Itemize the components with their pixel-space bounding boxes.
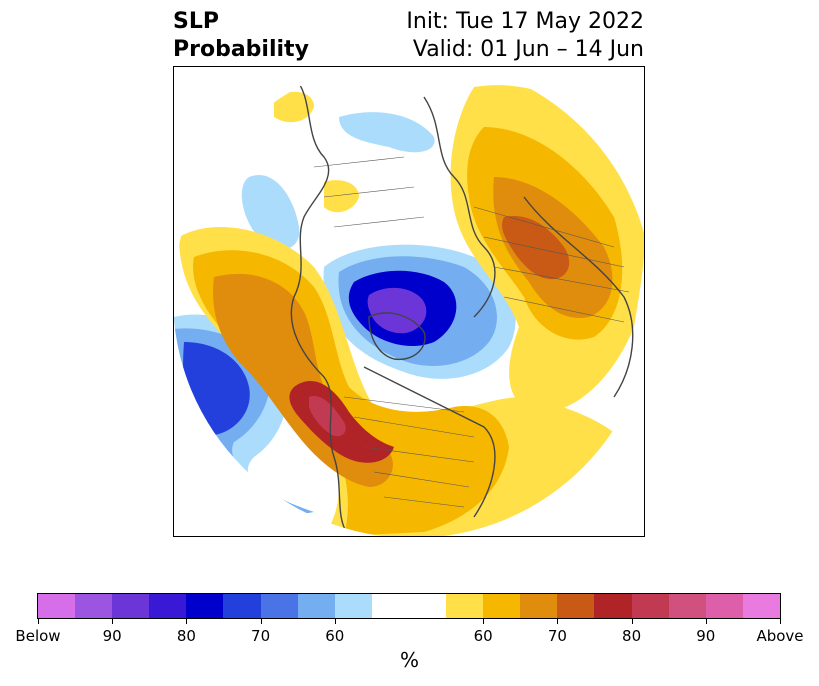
coastline-central xyxy=(423,96,496,318)
probability-map xyxy=(173,66,645,537)
colorbar-tick-label: 70 xyxy=(251,627,271,645)
coastlines xyxy=(290,76,634,536)
chart-dates: Init: Tue 17 May 2022 Valid: 01 Jun – 14… xyxy=(406,8,644,64)
coastline-namerica-east xyxy=(363,366,496,518)
polar-map-svg xyxy=(174,67,644,536)
blue-region-arctic-max xyxy=(367,287,427,334)
colorbar-segment xyxy=(742,594,780,618)
colorbar-tick-mark xyxy=(705,619,707,624)
colorbar-segment xyxy=(260,594,298,618)
valid-period: Valid: 01 Jun – 14 Jun xyxy=(412,37,644,62)
colorbar-tick-mark xyxy=(483,619,485,624)
colorbar-segment xyxy=(594,594,632,618)
probability-shading xyxy=(174,67,644,536)
colorbar-tick-mark xyxy=(260,619,262,624)
title-variable: SLP xyxy=(173,9,219,34)
colorbar-segment xyxy=(446,594,484,618)
colorbar-segment xyxy=(705,594,743,618)
borders xyxy=(313,156,630,508)
colorbar-unit-label: % xyxy=(399,648,419,672)
colorbar-segment xyxy=(223,594,261,618)
colorbar-segment xyxy=(75,594,113,618)
colorbar-segment xyxy=(483,594,521,618)
yellow-region-canada-patch xyxy=(324,180,359,213)
colorbar-tick-mark xyxy=(38,619,39,624)
lightblue-region-north xyxy=(339,112,435,153)
colorbar-tick-label: 60 xyxy=(473,627,493,645)
colorbar xyxy=(37,593,781,619)
colorbar-segment xyxy=(297,594,335,618)
colorbar-tick-mark xyxy=(780,619,781,624)
colorbar-tick-label: 80 xyxy=(622,627,642,645)
colorbar-segment xyxy=(557,594,595,618)
colorbar-tick-label: Below xyxy=(15,627,61,645)
colorbar-segment xyxy=(149,594,187,618)
colorbar-segment xyxy=(631,594,669,618)
colorbar-tick-label: 90 xyxy=(102,627,122,645)
coastline-greenland xyxy=(368,312,426,361)
colorbar-segment xyxy=(371,594,447,618)
colorbar-segment xyxy=(668,594,706,618)
colorbar-tick-label: 80 xyxy=(176,627,196,645)
coastline-west xyxy=(290,76,350,536)
colorbar-tick-mark xyxy=(186,619,188,624)
colorbar-tick-mark xyxy=(112,619,114,624)
colorbar-tick-label: 70 xyxy=(547,627,567,645)
title-product: Probability xyxy=(173,37,309,62)
colorbar-tick-mark xyxy=(631,619,633,624)
colorbar-ticks: Below 90 80 70 60 60 70 80 90 Above xyxy=(0,619,819,649)
colorbar-tick-mark xyxy=(334,619,336,624)
colorbar-segment xyxy=(186,594,224,618)
chart-title: SLP Probability xyxy=(173,8,309,64)
colorbar-segment xyxy=(112,594,150,618)
crimson-region-namerica xyxy=(309,396,346,437)
colorbar-tick-label: Above xyxy=(756,627,804,645)
colorbar-segment xyxy=(520,594,558,618)
colorbar-segment xyxy=(334,594,372,618)
coastline-east xyxy=(523,196,634,398)
init-date: Init: Tue 17 May 2022 xyxy=(406,9,644,34)
colorbar-tick-label: 90 xyxy=(696,627,716,645)
colorbar-segment xyxy=(38,594,76,618)
yellow-region-alaska-arc xyxy=(274,91,314,123)
red-region-eurasia xyxy=(502,216,570,280)
colorbar-tick-label: 60 xyxy=(325,627,345,645)
lightblue-region-bering xyxy=(241,175,300,250)
colorbar-tick-mark xyxy=(557,619,559,624)
